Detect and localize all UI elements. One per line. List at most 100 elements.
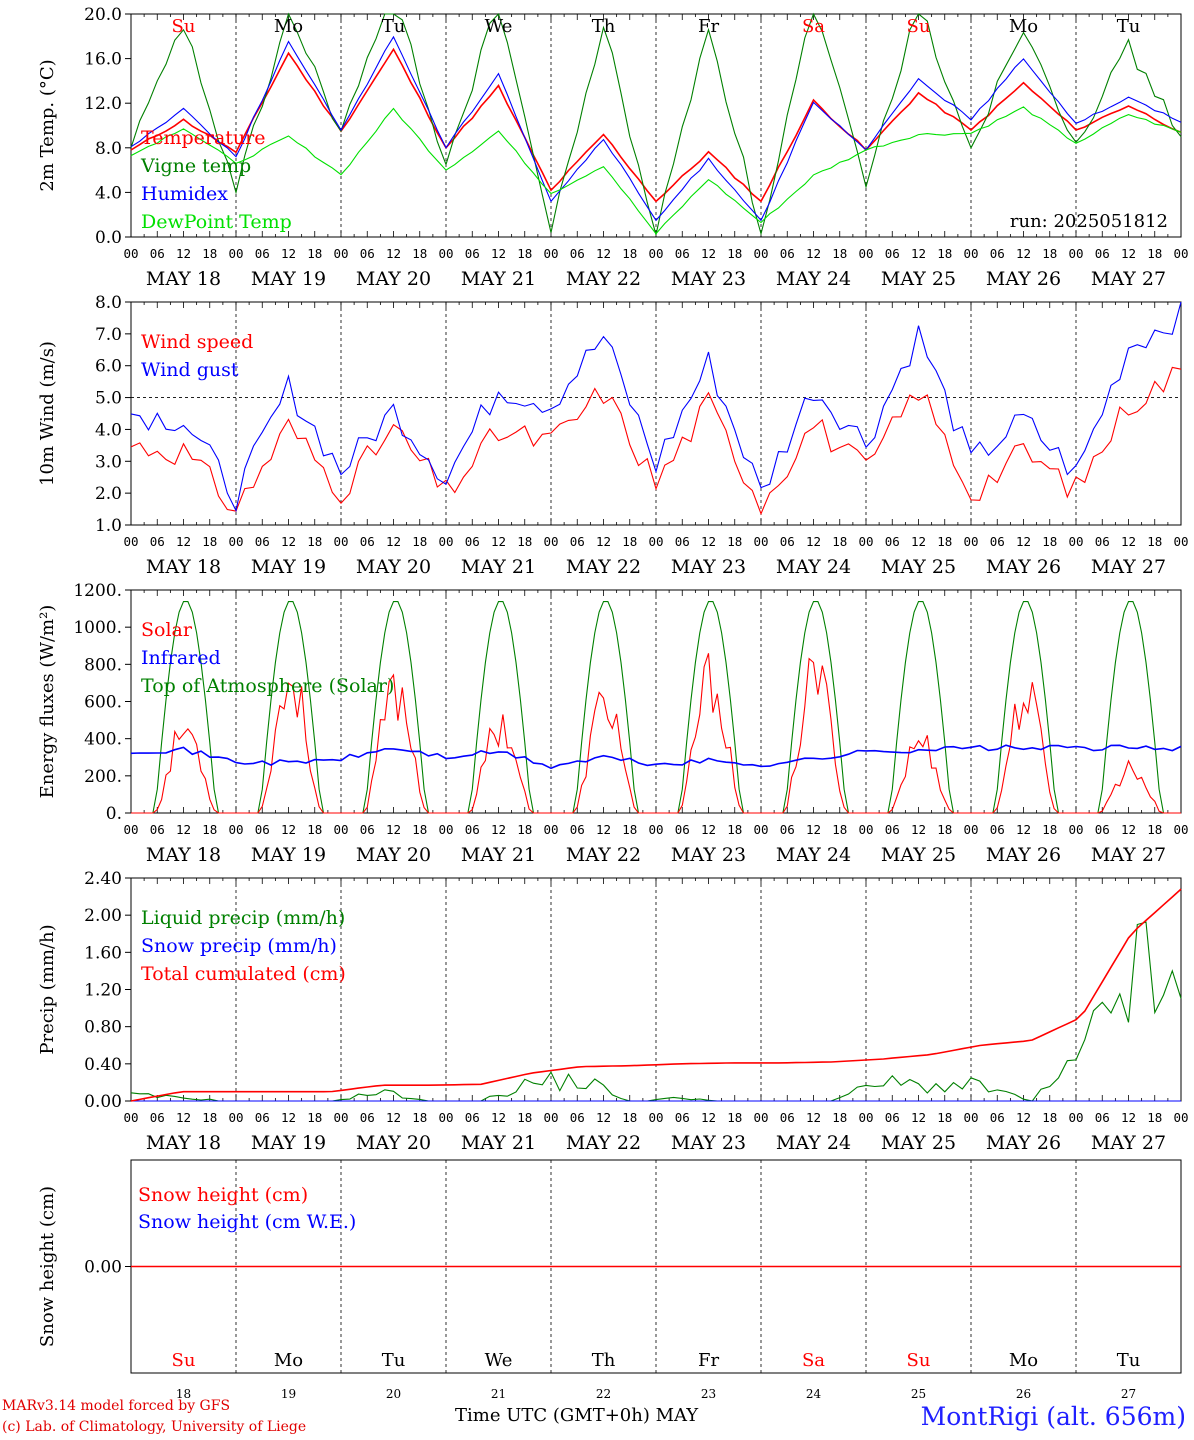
y-tick-label: 20.0 <box>84 5 122 25</box>
hour-tick-label: 18 <box>202 1110 217 1125</box>
lab-credit: (c) Lab. of Climatology, University of L… <box>2 1419 307 1435</box>
hour-tick-label: 06 <box>885 1110 900 1125</box>
hour-tick-label: 00 <box>648 246 663 261</box>
hour-tick-label: 00 <box>1173 822 1188 837</box>
hour-tick-label: 18 <box>937 534 952 549</box>
hour-tick-label: 18 <box>622 534 637 549</box>
date-label: MAY 19 <box>251 268 326 290</box>
hour-tick-label: 18 <box>307 1110 322 1125</box>
hour-tick-label: 18 <box>412 822 427 837</box>
hour-tick-label: 12 <box>911 534 926 549</box>
hour-tick-label: 06 <box>1095 1110 1110 1125</box>
legend-entry: Snow precip (mm/h) <box>141 935 337 957</box>
hour-tick-label: 18 <box>307 822 322 837</box>
temp-series-line <box>130 47 1182 203</box>
hour-tick-label: 00 <box>123 1110 138 1125</box>
hour-tick-label: 06 <box>570 246 585 261</box>
hour-tick-label: 12 <box>281 246 296 261</box>
hour-tick-label: 18 <box>1042 534 1057 549</box>
hour-tick-label: 18 <box>727 246 742 261</box>
hour-tick-label: 06 <box>465 822 480 837</box>
hour-tick-label: 18 <box>202 246 217 261</box>
hour-tick-label: 00 <box>438 1110 453 1125</box>
hour-tick-label: 06 <box>255 822 270 837</box>
y-tick-label: 0.00 <box>84 1258 122 1278</box>
legend-entry: Infrared <box>141 647 221 669</box>
weekday-label: Mo <box>274 16 303 37</box>
hour-tick-label: 06 <box>990 1110 1005 1125</box>
hour-tick-label: 06 <box>675 1110 690 1125</box>
hour-tick-label: 12 <box>1016 534 1031 549</box>
hour-tick-label: 06 <box>570 822 585 837</box>
date-label: MAY 26 <box>986 268 1061 290</box>
hour-tick-label: 06 <box>780 246 795 261</box>
temp-series-line <box>130 12 1182 236</box>
hour-tick-label: 06 <box>675 822 690 837</box>
day-number-label: 27 <box>1121 1387 1136 1401</box>
hour-tick-label: 00 <box>753 534 768 549</box>
hour-tick-label: 06 <box>255 534 270 549</box>
hour-tick-label: 12 <box>176 1110 191 1125</box>
hour-tick-label: 12 <box>1121 822 1136 837</box>
date-label: MAY 26 <box>986 556 1061 578</box>
hour-tick-label: 06 <box>675 246 690 261</box>
hour-tick-label: 06 <box>150 534 165 549</box>
date-label: MAY 18 <box>146 844 221 866</box>
day-number-label: 23 <box>701 1387 716 1401</box>
date-label: MAY 21 <box>461 268 536 290</box>
hour-tick-label: 12 <box>596 534 611 549</box>
hour-tick-label: 12 <box>701 1110 716 1125</box>
hour-tick-label: 18 <box>832 1110 847 1125</box>
hour-tick-label: 00 <box>753 246 768 261</box>
temp-series-line <box>130 35 1182 222</box>
hour-tick-label: 06 <box>255 1110 270 1125</box>
date-label: MAY 22 <box>566 844 641 866</box>
wind-series-line <box>130 301 1182 513</box>
hour-tick-label: 12 <box>1121 1110 1136 1125</box>
hour-tick-label: 18 <box>1042 246 1057 261</box>
hour-tick-label: 06 <box>465 246 480 261</box>
hour-tick-label: 18 <box>937 822 952 837</box>
hour-tick-label: 06 <box>1095 822 1110 837</box>
hour-tick-label: 00 <box>858 246 873 261</box>
wind-series-line <box>130 366 1182 516</box>
hour-tick-label: 18 <box>832 534 847 549</box>
hour-tick-label: 18 <box>412 534 427 549</box>
y-tick-label: 5.0 <box>95 389 122 409</box>
legend-entry: Solar <box>141 619 193 641</box>
hour-tick-label: 06 <box>360 246 375 261</box>
date-label: MAY 25 <box>881 268 956 290</box>
date-label: MAY 20 <box>356 556 431 578</box>
weekday-label: Su <box>172 16 196 37</box>
legend-entry: Temperature <box>141 127 265 149</box>
hour-tick-label: 12 <box>1121 246 1136 261</box>
hour-tick-label: 18 <box>937 246 952 261</box>
legend-entry: Humidex <box>141 183 228 205</box>
hour-tick-label: 00 <box>543 246 558 261</box>
day-number-label: 25 <box>911 1387 926 1401</box>
date-label: MAY 20 <box>356 1132 431 1154</box>
hour-tick-label: 12 <box>491 1110 506 1125</box>
legend-entry: Wind speed <box>141 331 253 353</box>
hour-tick-label: 06 <box>465 1110 480 1125</box>
hour-tick-label: 12 <box>1016 822 1031 837</box>
legend-entry: Snow height (cm W.E.) <box>138 1211 356 1233</box>
infrared-line <box>130 744 1182 770</box>
hour-tick-label: 06 <box>1095 534 1110 549</box>
x-axis-title-text: Time UTC (GMT+0h) <box>455 1405 650 1426</box>
date-label: MAY 24 <box>776 556 851 578</box>
hour-tick-label: 18 <box>517 246 532 261</box>
hour-tick-label: 06 <box>570 534 585 549</box>
weekday-label: We <box>485 1350 513 1371</box>
hour-tick-label: 00 <box>1173 534 1188 549</box>
hour-tick-label: 12 <box>1016 246 1031 261</box>
hour-tick-label: 12 <box>911 1110 926 1125</box>
hour-tick-label: 12 <box>491 534 506 549</box>
date-label: MAY 18 <box>146 1132 221 1154</box>
y-tick-label: 6.0 <box>95 357 122 377</box>
hour-tick-label: 18 <box>517 822 532 837</box>
date-label: MAY 22 <box>566 268 641 290</box>
y-tick-label: 1.0 <box>95 516 122 536</box>
legend-entry: Wind gust <box>141 359 239 381</box>
hour-tick-label: 06 <box>885 534 900 549</box>
